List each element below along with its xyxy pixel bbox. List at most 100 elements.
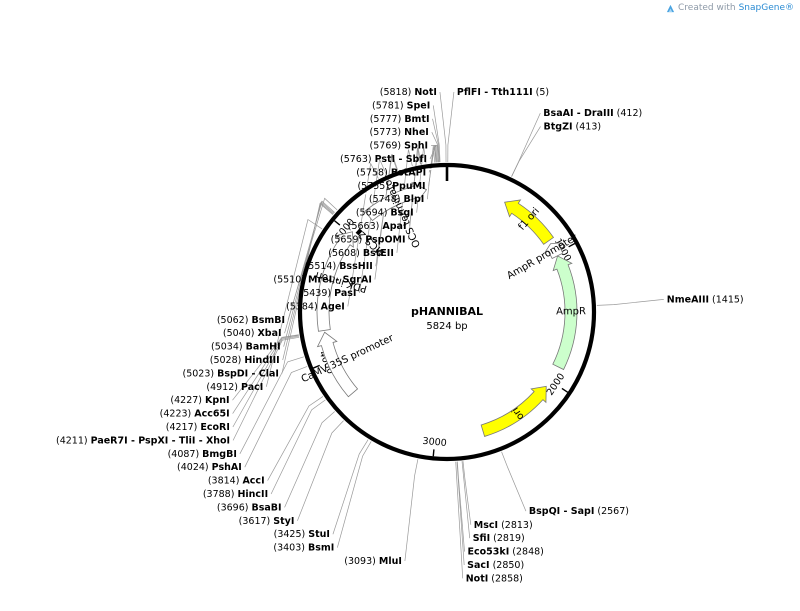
cut-site-saci-2850: SacI (2850)	[467, 560, 524, 571]
cut-site-label-bspdi-clai: (5023) BspDI - ClaI	[182, 368, 278, 379]
cut-site-sphi-5769: (5769) SphI	[370, 141, 429, 152]
cut-site-label-eco53ki: Eco53kI (2848)	[468, 547, 544, 558]
leader-bsaai-draiii-412	[511, 112, 541, 177]
cut-site-label-sfii: SfiI (2819)	[473, 533, 525, 544]
leader-styi-3617	[297, 420, 344, 521]
cut-site-label-blpi: (5748) BlpI	[369, 194, 424, 205]
leader-bamhi-5034	[283, 201, 335, 347]
cut-site-label-paer7i-pspxi-tlii-xhoi: (4211) PaeR7I - PspXI - TliI - XhoI	[56, 435, 230, 446]
cut-site-labels: (5818) NotI (5781) SpeI (5777) BmtI (5773) …	[56, 87, 744, 584]
cut-site-label-mrei-sgrai: (5510) MreI - SgrAI	[273, 275, 372, 286]
cut-site-label-acci: (3814) AccI	[208, 476, 265, 487]
tick-1000	[568, 242, 576, 248]
cut-site-paer7i-pspxi-tlii-xhoi-4211: (4211) PaeR7I - PspXI - TliI - XhoI	[56, 435, 230, 446]
cut-site-label-bsmi: (3403) BsmI	[273, 543, 334, 554]
cut-site-label-bspqi-sapi: BspQI - SapI (2567)	[529, 506, 629, 517]
tick-label-2000: 2000	[545, 371, 568, 397]
tick-5000	[333, 220, 341, 226]
leader-bspqi-sapi-2567	[501, 451, 527, 512]
feature-shape-f1-ori	[504, 199, 555, 245]
cut-site-label-apai: (5663) ApaI	[348, 221, 407, 232]
cut-site-label-kpni: (4227) KpnI	[170, 395, 229, 406]
tick-4000	[313, 364, 321, 369]
leader-spei-5781	[432, 105, 441, 163]
cut-site-bmti-5777: (5777) BmtI	[370, 114, 430, 125]
cut-site-msci-2813: MscI (2813)	[474, 520, 533, 531]
leader-paci-4912	[265, 218, 323, 387]
cut-site-label-pspomi: (5659) PspOMI	[331, 234, 406, 245]
cut-site-bsshii-5514: (5514) BssHII	[305, 261, 373, 272]
leader-pflfi-tth111i-5	[447, 91, 455, 163]
feature-shape-pdk-intron	[316, 231, 354, 332]
cut-site-spei-5781: (5781) SpeI	[372, 100, 430, 111]
cut-site-bmgbi-4087: (4087) BmgBI	[168, 449, 237, 460]
plasmid-backbone	[297, 162, 597, 462]
cut-site-label-sphi: (5769) SphI	[370, 141, 429, 152]
snapgene-brand: Created with SnapGene®	[666, 3, 794, 13]
cut-site-apai-5663: (5663) ApaI	[348, 221, 407, 232]
cut-site-label-noti: (5818) NotI	[380, 87, 437, 98]
cut-site-bsteii-5608: (5608) BstEII	[328, 248, 394, 259]
tick-3000	[432, 449, 435, 457]
cut-site-label-pshai: (4024) PshAI	[177, 462, 242, 473]
cut-site-bsabi-3696: (3696) BsaBI	[217, 502, 282, 513]
cut-site-eco53ki-2848: Eco53kI (2848)	[468, 547, 544, 558]
cut-site-bamhi-5034: (5034) BamHI	[211, 342, 281, 353]
leader-bsshii-5514	[375, 154, 399, 267]
feature-shape-camv-35s-promoter	[316, 331, 359, 398]
feature-camv-35s-promoter: CaMV 35S promoter	[300, 331, 396, 398]
cut-site-label-bsshii: (5514) BssHII	[305, 261, 373, 272]
cut-site-label-ecori: (4217) EcoRI	[166, 422, 230, 433]
leader-noti-5818	[439, 91, 447, 163]
cut-site-bsaai-draiii-412: BsaAI - DraIII (412)	[543, 108, 642, 119]
snapgene-logo-icon	[666, 4, 675, 12]
leader-sphi-5769	[431, 144, 439, 163]
cut-site-label-stui: (3425) StuI	[274, 529, 330, 540]
cut-site-bstapi-5758: (5758) BstAPI	[356, 167, 426, 178]
leader-btgzi-413	[511, 126, 541, 177]
cut-site-stui-3425: (3425) StuI	[274, 529, 330, 540]
cut-site-label-agei: (5384) AgeI	[286, 301, 345, 312]
feature-ori: ori	[480, 385, 547, 437]
cut-site-label-bstapi: (5758) BstAPI	[356, 167, 426, 178]
cut-site-label-bsaai-draiii: BsaAI - DraIII (412)	[543, 108, 642, 119]
leader-bspdi-clai-5023	[281, 202, 334, 374]
cut-site-blpi-5748: (5748) BlpI	[369, 194, 424, 205]
cut-site-label-bsgi: (5694) BsgI	[356, 208, 414, 219]
leader-bsmi-3403	[337, 441, 372, 548]
leader-bmti-5777	[432, 118, 440, 163]
cut-site-pspomi-5659: (5659) PspOMI	[331, 234, 406, 245]
leader-hincii-3788	[270, 399, 326, 495]
cut-site-pasi-5439: (5439) PasI	[300, 288, 357, 299]
leader-acci-3814	[267, 396, 324, 481]
feature-f1-ori: f1 ori	[504, 199, 555, 245]
cut-site-ppumi-5755: (5755) PpuMI	[357, 181, 425, 192]
cut-site-label-paci: (4912) PacI	[206, 382, 263, 393]
leader-bsteii-5608	[396, 149, 413, 253]
cut-site-sfii-2819: SfiI (2819)	[473, 533, 525, 544]
cut-site-hincii-3788: (3788) HincII	[203, 489, 268, 500]
tick-2000	[561, 387, 569, 393]
cut-site-paci-4912: (4912) PacI	[206, 382, 263, 393]
cut-site-btgzi-413: BtgZI (413)	[544, 121, 602, 132]
cut-site-label-psti-sbfi: (5763) PstI - SbfI	[340, 154, 427, 165]
leader-noti-2858	[455, 461, 464, 579]
cut-site-hindiii-5028: (5028) HindIII	[210, 355, 280, 366]
plasmid-size: 5824 bp	[426, 321, 467, 332]
leader-nmeaiii-1415	[596, 299, 664, 306]
cut-site-agei-5384: (5384) AgeI	[286, 301, 345, 312]
cut-site-kpni-4227: (4227) KpnI	[170, 395, 229, 406]
cut-site-acci-3814: (3814) AccI	[208, 476, 265, 487]
brand-prefix: Created with	[678, 3, 736, 13]
feature-shape-ampr	[552, 255, 578, 371]
cut-site-label-spei: (5781) SpeI	[372, 100, 430, 111]
leader-nhei-5773	[431, 132, 440, 163]
cut-site-bspdi-clai-5023: (5023) BspDI - ClaI	[182, 368, 278, 379]
cut-site-label-nmeaiii: NmeAIII (1415)	[667, 294, 744, 305]
cut-site-noti-5818: (5818) NotI	[380, 87, 437, 98]
feature-ampr: AmpR	[552, 255, 586, 371]
leader-pasi-5439	[359, 157, 387, 294]
cut-site-label-btgzi: BtgZI (413)	[544, 121, 602, 132]
leader-mlui-3093	[404, 459, 419, 562]
cut-site-pshai-4024: (4024) PshAI	[177, 462, 242, 473]
